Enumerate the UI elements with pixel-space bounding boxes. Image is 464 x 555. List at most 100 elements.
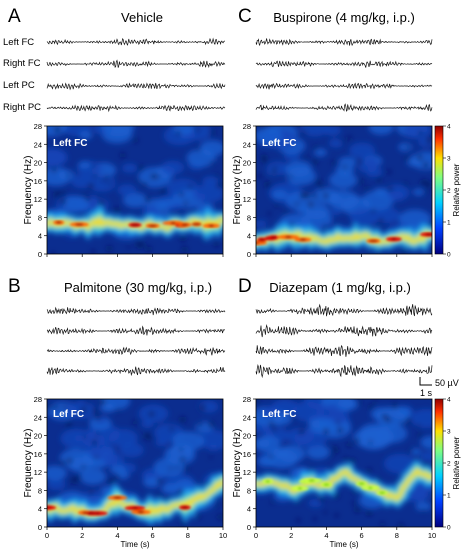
- y-tick-label: 12: [34, 195, 42, 204]
- y-tick-label: 8: [247, 486, 251, 495]
- x-tick-label: 6: [151, 531, 155, 540]
- y-tick-label: 24: [243, 140, 251, 149]
- y-tick-label: 20: [34, 432, 42, 441]
- x-tick-label: 0: [45, 531, 49, 540]
- y-tick-label: 20: [243, 159, 251, 168]
- y-tick-label: 28: [243, 122, 251, 131]
- eeg-trace: [255, 103, 433, 112]
- colorbar-ticks: 0 1 2 3 4 0 1 2 3 4: [443, 124, 451, 532]
- spectro-a-label: Left FC: [53, 138, 87, 149]
- eeg-trace: [46, 59, 226, 69]
- eeg-trace: [255, 60, 433, 68]
- x-tick-label: 2: [80, 531, 84, 540]
- colorbar-tick-label: 3: [447, 156, 451, 163]
- panel-a-title: Vehicle: [121, 10, 163, 25]
- spectro-c-label: Left FC: [262, 138, 296, 149]
- spectrogram-buspirone: [256, 126, 432, 254]
- y-tick-label: 0: [38, 523, 42, 532]
- colorbar-tick-label: 4: [447, 397, 451, 404]
- colorbar-tick-label: 1: [447, 220, 451, 227]
- colorbar-tick-label: 0: [447, 525, 451, 532]
- trace-label-right-pc: Right PC: [3, 102, 41, 113]
- y-tick-label: 20: [34, 159, 42, 168]
- y-tick-label: 4: [38, 232, 42, 241]
- y-tick-label: 16: [34, 177, 42, 186]
- spectrogram-palmitone: [47, 399, 223, 527]
- y-tick-label: 16: [243, 450, 251, 459]
- eeg-trace: [46, 82, 226, 91]
- colorbar-top: [434, 125, 444, 255]
- x-tick-label: 4: [115, 531, 119, 540]
- y-tick-label: 8: [38, 213, 42, 222]
- scale-bar: [419, 377, 432, 386]
- spectrogram-frame: [46, 398, 224, 528]
- x-tick-label: 2: [289, 531, 293, 540]
- eeg-trace: [46, 306, 226, 316]
- eeg-trace: [255, 303, 433, 317]
- y-tick-label: 28: [243, 395, 251, 404]
- trace-label-left-fc: Left FC: [3, 37, 34, 48]
- y-tick-label: 16: [243, 177, 251, 186]
- colorbar-tick-label: 0: [447, 252, 451, 259]
- panel-c-title: Buspirone (4 mg/kg, i.p.): [273, 10, 415, 25]
- x-tick-label: 6: [360, 531, 364, 540]
- panel-b-letter: B: [8, 276, 21, 297]
- eeg-trace: [46, 366, 226, 377]
- ylabel-b: Frequency (Hz): [23, 429, 34, 498]
- eeg-trace: [255, 324, 433, 338]
- scale-bar-time: 1 s: [420, 388, 433, 398]
- colorbar-label-top: Relative power: [452, 163, 461, 216]
- panel-d-title: Diazepam (1 mg/kg, i.p.): [269, 280, 411, 295]
- spectrogram-diazepam: [256, 399, 432, 527]
- y-tick-label: 24: [34, 413, 42, 422]
- y-tick-label: 28: [34, 122, 42, 131]
- x-tick-label: 8: [395, 531, 399, 540]
- colorbar-bottom: [434, 398, 444, 528]
- colorbar-tick-label: 4: [447, 124, 451, 131]
- y-tick-label: 4: [247, 505, 251, 514]
- y-tick-label: 28: [34, 395, 42, 404]
- eeg-trace: [46, 37, 225, 46]
- trace-label-left-pc: Left PC: [3, 80, 35, 91]
- eeg-trace: [46, 346, 226, 356]
- x-tick-label: 4: [324, 531, 328, 540]
- y-tick-label: 20: [243, 432, 251, 441]
- panel-d-letter: D: [238, 276, 252, 297]
- eeg-traces: [46, 37, 433, 379]
- x-tick-label: 8: [186, 531, 190, 540]
- x-tick-label: 0: [254, 531, 258, 540]
- y-tick-label: 0: [247, 250, 251, 259]
- eeg-trace: [255, 364, 433, 379]
- xlabel-b: Time (s): [120, 540, 149, 549]
- spectrogram-vehicle: [47, 126, 223, 254]
- eeg-trace: [255, 344, 433, 357]
- y-tick-label: 8: [38, 486, 42, 495]
- y-tick-label: 8: [247, 213, 251, 222]
- ylabel-c: Frequency (Hz): [232, 156, 243, 225]
- trace-label-right-fc: Right FC: [3, 58, 41, 69]
- y-tick-label: 24: [243, 413, 251, 422]
- xlabel-d: Time (s): [329, 540, 358, 549]
- panel-c-letter: C: [238, 6, 252, 27]
- eeg-trace: [255, 38, 433, 47]
- spectrogram-axes: 0481216202428048121620242804812162024280…: [34, 122, 437, 540]
- scale-bar-amplitude: 50 µV: [435, 378, 459, 388]
- y-tick-label: 4: [38, 505, 42, 514]
- panel-a-letter: A: [8, 6, 21, 27]
- eeg-trace: [46, 104, 226, 113]
- y-tick-label: 12: [34, 468, 42, 477]
- x-tick-label: 10: [219, 531, 227, 540]
- ylabel-a: Frequency (Hz): [23, 156, 34, 225]
- colorbar-tick-label: 1: [447, 493, 451, 500]
- eeg-trace: [46, 325, 225, 336]
- spectro-b-label: Lef FC: [53, 409, 84, 420]
- y-tick-label: 0: [247, 523, 251, 532]
- x-tick-label: 10: [428, 531, 436, 540]
- panel-b-title: Palmitone (30 mg/kg, i.p.): [64, 280, 212, 295]
- colorbar-tick-label: 2: [447, 461, 451, 468]
- y-tick-label: 16: [34, 450, 42, 459]
- y-tick-label: 12: [243, 468, 251, 477]
- colorbar-tick-label: 3: [447, 429, 451, 436]
